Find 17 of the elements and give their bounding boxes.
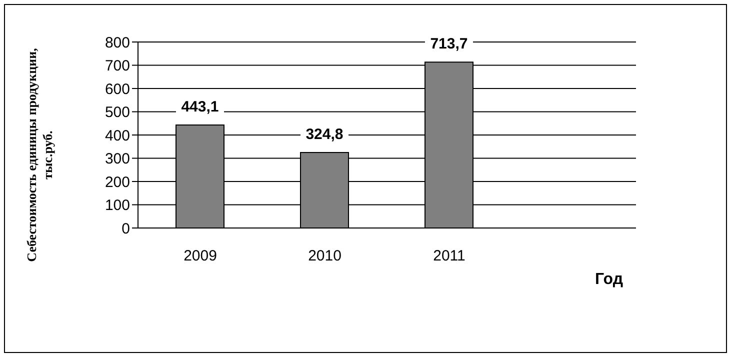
y-tick-label: 200 [104,174,130,191]
y-tick-label: 300 [104,150,130,168]
y-tick-label: 500 [104,104,130,122]
x-axis-title: Год [595,271,623,289]
data-label: 443,1 [181,98,219,116]
x-tick-label: 2011 [433,248,466,265]
data-label: 324,8 [306,126,344,143]
y-tick-label: 700 [104,58,130,75]
y-tick-label: 600 [104,80,130,98]
y-tick-label: 0 [122,220,130,238]
y-tick-label: 800 [104,34,130,52]
x-tick-label: 2010 [308,248,342,265]
data-label: 713,7 [430,36,468,53]
y-tick-label: 400 [104,127,130,144]
y-tick-label: 100 [104,197,130,214]
y-axis-title: Себестоимость единицы продукции, тыс.руб. [24,47,56,264]
x-tick-label: 2009 [184,248,217,265]
